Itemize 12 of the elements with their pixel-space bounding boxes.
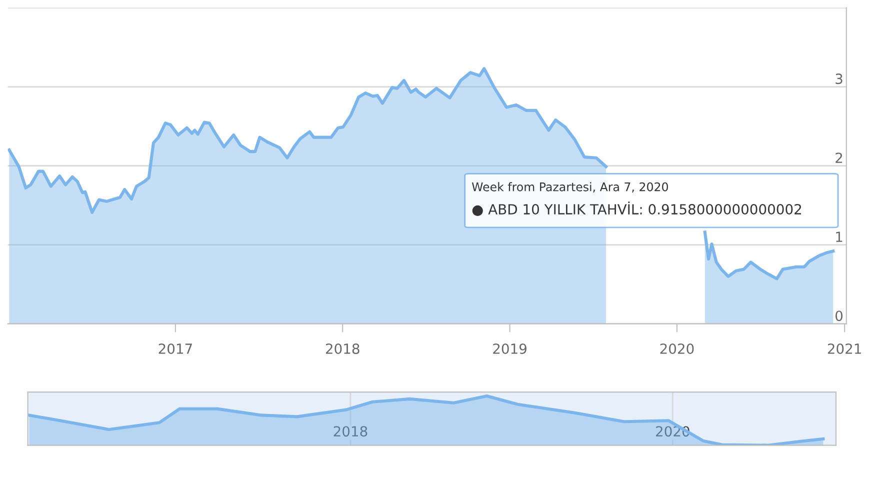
x-tick-label: 2021 <box>828 343 861 354</box>
x-tick-label: 2018 <box>326 343 360 354</box>
x-tick-label: 2019 <box>493 343 526 354</box>
annotation: ● ABD 10 YILLIK TAHVİL: 0.9158000000000002 <box>472 202 802 216</box>
x-tick-label: 2020 <box>660 343 694 354</box>
x-tick-label: 2017 <box>158 343 192 354</box>
y-tick-label: 0 <box>836 310 843 322</box>
y-tick-label: 1 <box>836 232 842 242</box>
y-tick-label: 3 <box>836 74 842 84</box>
x-tick-label: 2018 <box>334 426 368 437</box>
annotation: Week from Pazartesi, Ara 7, 2020 <box>472 182 668 193</box>
y-tick-label: 2 <box>836 152 842 163</box>
